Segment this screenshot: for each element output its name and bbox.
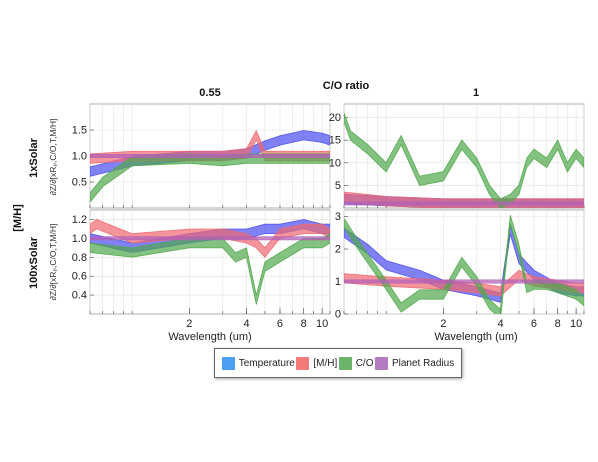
series-planet-radius-panel-100xsolar-0-55 — [90, 236, 330, 241]
panel-1xsolar-1-plot-area — [344, 112, 584, 208]
legend-item-planet-radius: Planet Radius — [374, 356, 455, 370]
series-c-o-panel-100xsolar-0-55 — [90, 233, 330, 305]
panel-100xsolar-1: 0 1 2 3 2 4 6 8 10 — [335, 209, 585, 330]
legend-swatch-mh — [296, 356, 310, 370]
legend-label-planet-radius: Planet Radius — [391, 357, 455, 369]
panel-100xsolar-0-55-xtick-label: 8 — [301, 318, 307, 330]
panel-100xsolar-1-xtick-label: 2 — [440, 318, 446, 330]
legend-swatch-planet-radius — [374, 356, 388, 370]
panel-100xsolar-1-xtick-label: 8 — [555, 318, 561, 330]
panel-100xsolar-0-55-xtick-label: 4 — [243, 318, 249, 330]
legend-label-co: C/O — [355, 357, 374, 369]
ylabel-top: ∂Z/∂[xRₚ,C/O,T,M/H] — [48, 119, 58, 196]
panel-100xsolar-1-plot-area — [344, 214, 584, 314]
xlabel-right: Wavelength (um) — [434, 331, 517, 343]
col-title-right: 1 — [473, 87, 479, 99]
panel-100xsolar-1-ytick-label: 2 — [335, 244, 341, 256]
panel-100xsolar-0-55-plot-area — [90, 219, 330, 305]
panel-100xsolar-1-ytick-label: 0 — [335, 309, 341, 321]
legend-item-co: C/O — [338, 356, 374, 370]
legend-label-temperature: Temperature — [238, 357, 295, 369]
series-planet-radius-panel-1xsolar-1 — [344, 201, 584, 206]
legend: Temperature [M/H] C/O Planet Radius — [214, 348, 462, 378]
panel-100xsolar-0-55-xtick-label: 10 — [316, 318, 328, 330]
legend-swatch-temperature — [221, 356, 235, 370]
panel-1xsolar-1-ytick-label: 20 — [329, 112, 341, 124]
panel-1xsolar-0-55-ytick-label: 1.5 — [72, 125, 87, 137]
panel-1xsolar-0-55: 0.5 1.0 1.5 — [72, 103, 331, 209]
legend-swatch-co — [338, 356, 352, 370]
row-group-label: [M/H] — [12, 204, 24, 232]
panel-100xsolar-1-xtick-label: 4 — [497, 318, 503, 330]
panel-1xsolar-0-55-ytick-label: 0.5 — [72, 177, 87, 189]
panel-1xsolar-0-55-plot-area — [90, 129, 330, 203]
panel-100xsolar-0-55-ytick-label: 1.2 — [72, 214, 87, 226]
panel-1xsolar-1: 5 10 15 20 — [329, 103, 585, 209]
row-title-bottom: 100xSolar — [28, 236, 40, 289]
legend-label-mh: [M/H] — [313, 357, 338, 369]
panel-1xsolar-0-55-ytick-label: 1.0 — [72, 151, 87, 163]
col-title-left: 0.55 — [199, 87, 220, 99]
panel-100xsolar-1-xtick-label: 6 — [531, 318, 537, 330]
panels: 0.5 1.0 1.5 5 10 15 20 0.4 0.6 0.8 1.0 1.2 2 4 6 8 10 0 1 2… — [72, 103, 585, 330]
panel-100xsolar-1-xtick-label: 10 — [570, 318, 582, 330]
legend-item-temperature: Temperature — [221, 356, 295, 370]
super-title: C/O ratio — [323, 80, 370, 92]
panel-100xsolar-0-55: 0.4 0.6 0.8 1.0 1.2 2 4 6 8 10 — [72, 209, 331, 330]
ylabel-bottom: ∂Z/∂[xRₚ,C/O,T,M/H] — [48, 224, 58, 301]
panel-100xsolar-0-55-xtick-label: 2 — [186, 318, 192, 330]
series-planet-radius-panel-100xsolar-1 — [344, 279, 584, 284]
panel-1xsolar-1-ytick-label: 10 — [329, 157, 341, 169]
panel-100xsolar-0-55-ytick-label: 0.8 — [72, 252, 87, 264]
panel-1xsolar-1-ytick-label: 15 — [329, 135, 341, 147]
panel-100xsolar-0-55-ytick-label: 0.4 — [72, 290, 87, 302]
panel-100xsolar-0-55-ytick-label: 0.6 — [72, 271, 87, 283]
row-title-top: 1xSolar — [28, 137, 40, 177]
series-c-o-panel-100xsolar-1 — [344, 214, 584, 314]
panel-1xsolar-1-ytick-label: 5 — [335, 180, 341, 192]
xlabel-left: Wavelength (um) — [168, 331, 251, 343]
panel-100xsolar-1-ytick-label: 3 — [335, 211, 341, 223]
panel-100xsolar-0-55-xtick-label: 6 — [277, 318, 283, 330]
series-planet-radius-panel-1xsolar-0-55 — [90, 153, 330, 159]
legend-item-mh: [M/H] — [296, 356, 338, 370]
panel-100xsolar-1-ytick-label: 1 — [335, 276, 341, 288]
panel-100xsolar-0-55-ytick-label: 1.0 — [72, 233, 87, 245]
series-c-o-panel-1xsolar-1 — [344, 112, 584, 208]
